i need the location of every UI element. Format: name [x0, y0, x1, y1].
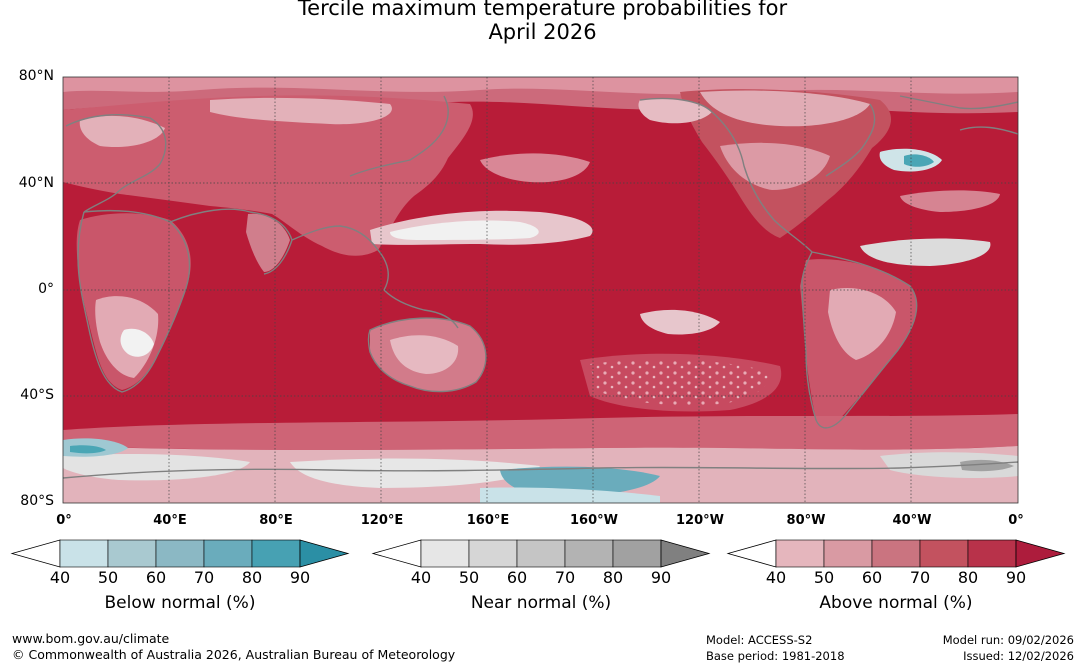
- footer-copyright: © Commonwealth of Australia 2026, Austra…: [12, 647, 456, 662]
- colorbar-tick-label: 40: [410, 568, 432, 587]
- colorbar-segment: [871, 539, 921, 568]
- colorbar-extend-high: [299, 539, 350, 568]
- region-europe-pale: [79, 115, 165, 148]
- colorbar-segment: [59, 539, 109, 568]
- colorbar-extend-low: [10, 539, 61, 568]
- footer-base-period: Base period: 1981-2018: [706, 649, 845, 663]
- footer-model: Model: ACCESS-S2: [706, 633, 813, 647]
- pacific-pale-north: [480, 153, 590, 183]
- colorbar-segment: [967, 539, 1017, 568]
- chart-title: Tercile maximum temperature probabilitie…: [0, 0, 1085, 44]
- colorbar-near-normal: [371, 539, 711, 568]
- region-australia-pale: [390, 335, 459, 374]
- region-africa-white: [120, 328, 154, 357]
- colorbar-segment: [919, 539, 969, 568]
- footer-issued: Issued: 12/02/2026: [963, 649, 1074, 663]
- title-line-2: April 2026: [488, 20, 597, 44]
- colorbar-extend-low: [371, 539, 422, 568]
- colorbar-extend-low: [726, 539, 777, 568]
- colorbar-segment: [203, 539, 253, 568]
- colorbar-tick-label: 50: [97, 568, 119, 587]
- lat-label-0: 0°: [38, 281, 54, 297]
- colorbar-segment: [107, 539, 157, 568]
- map-panel: 80°N 40°N 0° 40°S 80°S 0° 40°E 80°E 120°…: [18, 68, 1024, 528]
- lat-label-80s: 80°S: [20, 493, 54, 509]
- coastlines: [63, 95, 1018, 479]
- lon-label-0-east: 0°: [1008, 513, 1024, 528]
- colorbar-tick-label: 70: [193, 568, 215, 587]
- atlantic-grey-band: [860, 238, 991, 266]
- colorbar-tick-label: 60: [145, 568, 167, 587]
- region-canada-pale: [700, 90, 870, 127]
- antarctic-teal-west-dark: [70, 445, 106, 454]
- lon-label-40e: 40°E: [153, 513, 187, 528]
- colorbar-tick-label: 80: [241, 568, 263, 587]
- lon-label-160e: 160°E: [466, 513, 510, 528]
- colorbar-tick-label: 80: [602, 568, 624, 587]
- colorbar-tick-label: 80: [957, 568, 979, 587]
- lon-label-40w: 40°W: [892, 513, 932, 528]
- colorbar-tick-label: 90: [1005, 568, 1027, 587]
- colorbar-tick-label: 50: [458, 568, 480, 587]
- pacific-equatorial-pale: [640, 309, 720, 335]
- colorbar-below-normal: [10, 539, 350, 568]
- lat-label-40n: 40°N: [18, 175, 54, 191]
- world-map: [62, 76, 1019, 504]
- colorbar-segment: [612, 539, 662, 568]
- antarctic-grey-east: [880, 452, 1018, 478]
- colorbar-segment: [823, 539, 873, 568]
- colorbar-tick-label: 40: [49, 568, 71, 587]
- region-siberia-pale: [210, 97, 392, 125]
- colorbar-segment: [420, 539, 470, 568]
- colorbar-tick-label: 60: [506, 568, 528, 587]
- colorbar-extend-high: [660, 539, 711, 568]
- lon-label-120w: 120°W: [676, 513, 724, 528]
- colorbar-title-below: Below normal (%): [104, 593, 256, 613]
- south-pacific-speckle: [590, 359, 771, 406]
- colorbar-title-near: Near normal (%): [470, 593, 612, 613]
- colorbar-segment: [251, 539, 301, 568]
- footer-model-run: Model run: 09/02/2026: [942, 633, 1074, 647]
- region-brazil-pale: [828, 288, 896, 360]
- region-usa-pale: [720, 142, 830, 190]
- lon-label-120e: 120°E: [360, 513, 404, 528]
- map-frame: [62, 76, 1019, 504]
- lon-label-80e: 80°E: [259, 513, 293, 528]
- colorbar-above-normal: [726, 539, 1066, 568]
- colorbar-tick-label: 70: [909, 568, 931, 587]
- pacific-white-band: [390, 220, 539, 240]
- colorbar-title-above: Above normal (%): [819, 593, 973, 613]
- colorbar-tick-label: 70: [554, 568, 576, 587]
- colorbar-segment: [468, 539, 518, 568]
- colorbar-extend-high: [1015, 539, 1066, 568]
- colorbar-tick-label: 60: [861, 568, 883, 587]
- lon-label-0-west: 0°: [56, 513, 72, 528]
- colorbar-segment: [516, 539, 566, 568]
- lon-label-160w: 160°W: [570, 513, 618, 528]
- antarctic-teal-light: [480, 487, 660, 503]
- graticule: [63, 77, 1018, 503]
- footer-website: www.bom.gov.au/climate: [12, 631, 170, 646]
- southern-ocean-band: [63, 414, 1018, 450]
- region-india: [246, 213, 290, 272]
- colorbar-tick-label: 50: [813, 568, 835, 587]
- atlantic-pale-band: [900, 190, 1000, 212]
- region-eurasia: [63, 95, 473, 256]
- colorbars: [10, 539, 1066, 568]
- colorbar-segment: [564, 539, 614, 568]
- colorbar-tick-label: 90: [289, 568, 311, 587]
- colorbar-tick-label: 90: [650, 568, 672, 587]
- region-alaska-pale: [638, 98, 712, 124]
- colorbar-tick-label: 40: [765, 568, 787, 587]
- lat-label-40s: 40°S: [20, 387, 54, 403]
- atlantic-teal-patch: [904, 154, 934, 167]
- title-line-1: Tercile maximum temperature probabilitie…: [297, 0, 788, 20]
- antarctic-grey-center: [290, 458, 540, 488]
- lon-label-80w: 80°W: [786, 513, 826, 528]
- colorbar-segment: [155, 539, 205, 568]
- colorbar-segment: [775, 539, 825, 568]
- lat-label-80n: 80°N: [18, 68, 54, 84]
